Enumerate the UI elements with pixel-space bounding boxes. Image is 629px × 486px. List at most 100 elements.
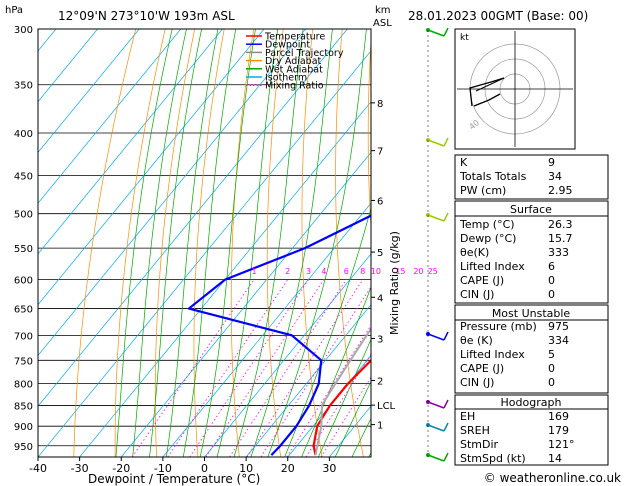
isotherm-line [38,29,57,52]
location-title: 12°09'N 273°10'W 193m ASL [58,9,235,23]
mixing-ratio-line [167,279,289,457]
height-tick-label: 3 [377,334,383,345]
mixing-ratio-label: 3 [306,267,311,276]
dry-adiabat-line [301,29,323,457]
wind-barb-icon [443,27,449,37]
wet-adiabat-line [233,29,304,457]
dry-adiabat-line [367,35,371,233]
wind-barb-dot [426,332,430,336]
mixing-ratio-line [229,279,347,457]
mixing-ratio-line [131,279,255,457]
height-tick-label: 2 [377,376,383,387]
height-tick-label: 5 [377,248,383,259]
surface-thetae-label: θe(K) [460,246,489,259]
wind-barb-icon [443,452,449,462]
stmspd-value: 14 [548,452,562,465]
wind-barb-icon [427,29,445,37]
isotherm-line [245,304,371,457]
wind-barb-icon [427,401,445,409]
copyright-footer: © weatheronline.co.uk [484,471,621,485]
mu-cin-label: CIN (J) [460,376,494,389]
surface-cin-value: 0 [548,288,555,301]
hodograph-kt-label: kt [460,33,469,43]
height-axis: 8 7 6 5 4 3 2 LCL 1 [371,99,396,432]
surface-thetae-value: 333 [548,246,569,259]
pressure-tick-label: 900 [14,422,33,433]
mixing-ratio-label: 8 [360,267,365,276]
dry-adiabat-line [266,29,284,457]
dry-adiabat-line [193,29,225,457]
mu-pres-value: 975 [548,320,569,333]
wet-adiabat-line [216,29,279,457]
mu-cape-label: CAPE (J) [460,362,504,375]
mixing-ratio-line [286,324,371,457]
mixing-ratio-label: 2 [285,267,290,276]
isotherm-line [38,29,223,255]
mixing-ratio-line [246,279,364,457]
wet-adiabat-line [267,29,367,457]
mu-pres-label: Pressure (mb) [460,320,537,333]
mixing-ratio-line [189,279,309,457]
mixing-ratio-label: 20 [413,267,423,276]
dry-adiabat-line [400,29,446,457]
most-unstable-table: Most Unstable Pressure (mb) 975 θe (K) 3… [454,304,609,394]
tt-value: 34 [548,170,562,183]
wet-adiabat-line [334,380,371,457]
dewpoint-line [187,214,371,456]
height-tick-label: 6 [377,196,383,207]
surface-temp-label: Temp (°C) [459,218,515,231]
datetime-title: 28.01.2023 00GMT (Base: 00) [408,9,588,23]
wet-adiabat-line [149,29,202,457]
wet-adiabat-line [115,29,173,457]
wet-adiabat-line [132,29,187,457]
isotherm-line [79,101,371,457]
km-label: km [375,5,391,16]
x-tick-label: -20 [112,462,130,475]
x-tick-label: 0 [201,462,208,475]
pw-value: 2.95 [548,184,573,197]
pressure-tick-label: 600 [14,276,33,287]
wind-barb-icon [443,422,449,432]
surface-title: Surface [510,203,552,216]
surface-li-value: 6 [548,260,555,273]
isotherm-line [38,29,348,407]
eh-label: EH [460,410,475,423]
legend-label: Dewpoint [265,40,310,51]
legend-label: Wet Adiabat [265,64,323,75]
surface-temp-value: 26.3 [548,218,573,231]
pressure-tick-label: 500 [14,210,33,221]
surface-table: Surface Temp (°C) 26.3 Dewp (°C) 15.7 θe… [454,200,609,304]
surface-cape-value: 0 [548,274,555,287]
height-tick-label: 4 [377,293,383,304]
mixing-ratio-axis-title: Mixing Ratio (g/kg) [388,231,401,335]
mixing-ratio-label: 15 [395,267,405,276]
dry-adiabat-line [114,29,166,457]
stmspd-label: StmSpd (kt) [460,452,526,465]
dry-adiabat-line [608,29,629,457]
x-tick-label: 20 [281,462,295,475]
isotherm-line [38,29,140,153]
temperature-axis: -40 -30 -20 -10 0 10 20 30 [29,457,336,475]
height-tick-label: LCL [377,401,396,412]
pressure-tick-label: 450 [14,172,33,183]
wind-barb-icon [443,137,449,147]
hodograph-storm-vector [475,77,505,92]
isotherm-line [120,151,371,457]
plot-frame [37,28,372,458]
legend-label: Temperature [264,32,325,43]
surface-li-label: Lifted Index [460,260,525,273]
mu-cin-value: 0 [548,376,555,389]
pressure-tick-label: 400 [14,129,33,140]
mu-cape-value: 0 [548,362,555,375]
dry-adiabat-line [230,29,255,457]
mixing-ratio-labels: 1 2 3 4 6 8 10 15 20 25 [251,267,437,276]
parcel-trajectory-line [314,327,371,456]
x-tick-label: 10 [239,462,253,475]
mu-thetae-label: θe (K) [460,334,493,347]
wind-barb-icon [427,333,445,341]
hodograph-trace [473,93,501,107]
legend-label: Mixing Ratio [265,81,324,92]
x-tick-label: -30 [71,462,89,475]
